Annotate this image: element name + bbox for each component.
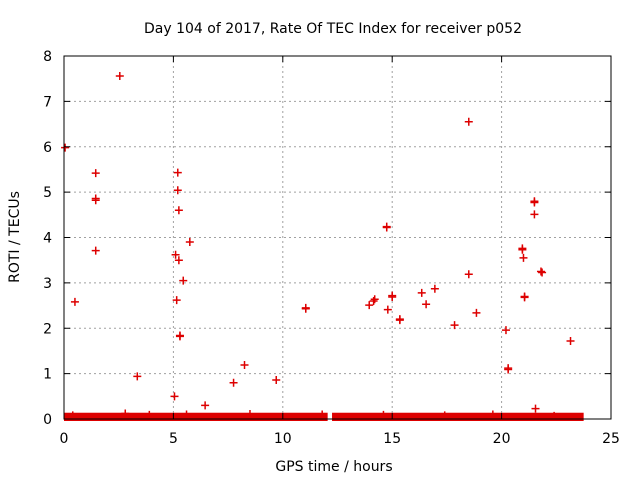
- data-point: [383, 305, 392, 314]
- data-point: [472, 308, 481, 317]
- data-point: [365, 301, 374, 310]
- data-point: [170, 392, 179, 401]
- y-axis-ticks: 0 1 2 3 4 5 6 7 8: [43, 49, 611, 428]
- data-point: [450, 321, 459, 330]
- x-tick-label: 10: [274, 431, 292, 447]
- data-point: [179, 276, 188, 285]
- data-point: [518, 245, 527, 254]
- x-tick-label: 20: [493, 431, 511, 447]
- data-point: [530, 210, 539, 219]
- x-tick-label: 0: [60, 431, 69, 447]
- data-point: [550, 411, 559, 420]
- data-point: [240, 361, 249, 370]
- data-point: [245, 410, 254, 419]
- baseline-band-segment: [64, 412, 328, 421]
- baseline-band-segment: [332, 412, 584, 421]
- data-point: [171, 250, 180, 259]
- data-point: [301, 303, 310, 312]
- data-point: [272, 375, 281, 384]
- y-tick-label: 1: [43, 367, 52, 383]
- data-point: [519, 253, 528, 262]
- data-point: [369, 297, 378, 306]
- data-point: [145, 410, 154, 419]
- data-point: [68, 411, 77, 420]
- data-point: [464, 270, 473, 279]
- data-point: [464, 117, 473, 126]
- data-point: [133, 372, 142, 381]
- data-point: [174, 206, 183, 215]
- data-point: [388, 291, 397, 300]
- data-point: [440, 411, 449, 420]
- data-point: [531, 404, 540, 413]
- data-point: [70, 297, 79, 306]
- y-tick-label: 7: [43, 94, 52, 110]
- data-point: [395, 316, 404, 325]
- data-point: [229, 378, 238, 387]
- data-point: [201, 401, 210, 410]
- y-tick-label: 8: [43, 49, 52, 65]
- grid-lines: [64, 56, 611, 419]
- plot-frame: [63, 55, 612, 420]
- data-point: [538, 268, 547, 277]
- chart-title: Day 104 of 2017, Rate Of TEC Index for r…: [144, 21, 522, 37]
- data-point: [417, 288, 426, 297]
- data-point: [91, 246, 100, 255]
- data-point: [501, 326, 510, 335]
- data-points: [61, 71, 575, 420]
- data-point: [173, 186, 182, 195]
- x-axis-ticks: 0 5 10 15 20 25: [60, 56, 620, 447]
- x-tick-label: 15: [383, 431, 401, 447]
- x-tick-label: 25: [602, 431, 620, 447]
- data-point: [520, 293, 529, 302]
- baseline-band: [64, 412, 584, 421]
- x-tick-label: 5: [169, 431, 178, 447]
- y-tick-label: 3: [43, 276, 52, 292]
- y-tick-label: 0: [43, 412, 52, 428]
- data-point: [115, 71, 124, 80]
- y-tick-label: 6: [43, 140, 52, 156]
- data-point: [566, 336, 575, 345]
- data-point: [185, 238, 194, 247]
- y-tick-label: 4: [43, 231, 52, 247]
- data-point: [382, 223, 391, 232]
- data-point: [318, 410, 327, 419]
- data-point: [488, 410, 497, 419]
- x-axis-label: GPS time / hours: [275, 459, 392, 475]
- data-point: [91, 196, 100, 205]
- data-point: [430, 284, 439, 293]
- y-tick-label: 2: [43, 321, 52, 337]
- data-point: [530, 198, 539, 207]
- data-point: [182, 410, 191, 419]
- data-point: [172, 296, 181, 305]
- data-point: [173, 168, 182, 177]
- data-point: [121, 409, 130, 418]
- data-point: [61, 143, 70, 152]
- y-axis-label: ROTI / TECUs: [7, 191, 23, 283]
- data-point: [504, 365, 513, 374]
- data-point: [379, 410, 388, 419]
- data-point: [370, 295, 379, 304]
- data-point: [91, 169, 100, 178]
- y-tick-label: 5: [43, 185, 52, 201]
- data-point: [174, 256, 183, 265]
- data-point: [536, 267, 545, 276]
- data-point: [175, 331, 184, 340]
- data-point: [422, 300, 431, 309]
